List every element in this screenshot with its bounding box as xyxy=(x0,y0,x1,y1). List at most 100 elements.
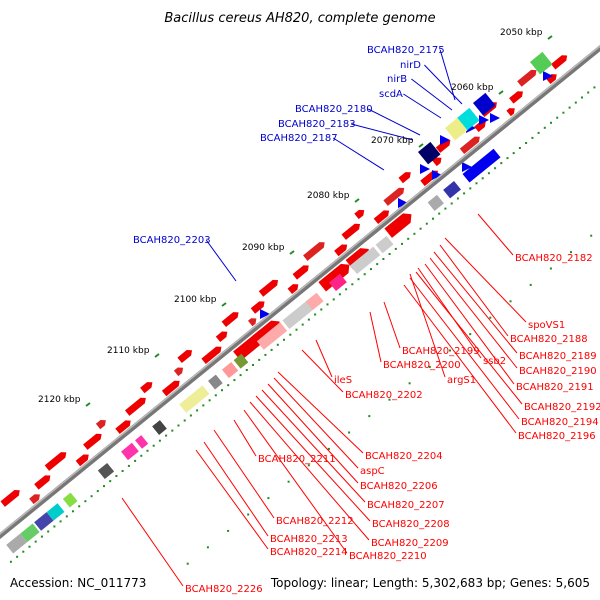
gene-arrow-shape xyxy=(83,433,102,450)
gene-arrow xyxy=(29,494,40,505)
leader-line xyxy=(121,497,184,587)
track-dot xyxy=(121,470,124,472)
track-dot xyxy=(276,343,279,346)
gene-arrow-shape xyxy=(34,475,51,490)
gene-arrow-shape xyxy=(95,419,106,430)
gene-arrow xyxy=(247,318,257,327)
leader-line xyxy=(367,108,421,136)
track-dot xyxy=(348,431,351,434)
gene-block-shape xyxy=(62,492,78,508)
gene-arrow xyxy=(459,136,480,155)
gene-block xyxy=(208,374,223,390)
gene-arrow-shape xyxy=(509,91,523,104)
gene-label: BCAH820_2203 xyxy=(133,235,211,246)
gene-arrow xyxy=(124,397,146,416)
gene-label: BCAH820_2199 xyxy=(402,346,480,357)
track-dot xyxy=(376,263,379,266)
track-dot xyxy=(512,152,515,155)
track-dot xyxy=(587,91,590,94)
gene-arrow xyxy=(334,244,348,257)
track-dot xyxy=(40,535,43,538)
gene-block xyxy=(427,194,444,211)
gene-arrow xyxy=(506,108,515,117)
gene-arrow xyxy=(140,382,153,394)
gene-block-shape xyxy=(233,353,249,369)
gene-block xyxy=(329,273,347,292)
gene-arrow-shape xyxy=(258,279,279,297)
gene-block xyxy=(256,322,288,350)
track-dot xyxy=(307,318,310,321)
track-dot xyxy=(134,459,137,462)
gene-arrow xyxy=(44,452,67,471)
gene-block-shape xyxy=(121,442,139,461)
reverse-gene-arrow xyxy=(398,198,408,208)
gene-label: BCAH820_2189 xyxy=(519,351,597,362)
track-dot xyxy=(543,126,546,129)
reverse-gene-arrow xyxy=(260,309,270,319)
track-dot xyxy=(590,234,593,237)
gene-block xyxy=(46,503,65,521)
leader-line xyxy=(273,377,359,469)
bp-tick-labels: 2050 kbp 2060 kbp 2070 kbp 2080 kbp 2090 kbp… xyxy=(38,28,553,407)
gene-arrow-shape xyxy=(75,454,89,467)
gene-block-shape xyxy=(179,385,210,413)
track-dot xyxy=(444,207,447,210)
track-dot xyxy=(208,399,211,402)
gene-arrow xyxy=(341,223,360,240)
leader-line xyxy=(277,371,364,454)
bp-tick-label: 2080 kbp xyxy=(307,191,350,201)
track-dot xyxy=(450,202,453,205)
leader-line xyxy=(243,409,348,554)
reverse-gene-block xyxy=(445,117,468,141)
leader-line xyxy=(409,273,446,378)
gene-label: ileS xyxy=(334,375,352,386)
track-dot xyxy=(140,454,143,457)
track-dot xyxy=(401,242,403,245)
gene-block xyxy=(233,353,249,369)
leader-line xyxy=(433,251,518,354)
gene-arrow-shape xyxy=(252,320,280,346)
bp-dot-tracks xyxy=(9,86,596,565)
track-dot xyxy=(481,177,484,180)
track-dot xyxy=(165,434,168,437)
genome-summary-text: Topology: linear; Length: 5,302,683 bp; … xyxy=(270,576,590,590)
track-dot xyxy=(53,525,56,528)
track-dot xyxy=(96,490,99,493)
gene-arrow xyxy=(215,331,228,343)
gene-block xyxy=(179,385,210,413)
gene-label: BCAH820_2207 xyxy=(367,500,445,511)
gene-label: BCAH820_2183 xyxy=(278,119,356,130)
gene-label: BCAH820_2194 xyxy=(521,417,599,428)
gene-block-shape xyxy=(350,246,381,275)
track-dot xyxy=(494,167,497,170)
gene-label: BCAH820_2210 xyxy=(349,551,427,562)
bp-tick-mark xyxy=(498,90,504,95)
gene-label: BCAH820_2208 xyxy=(372,519,450,530)
track-dot xyxy=(449,349,451,352)
track-dot xyxy=(47,530,50,533)
gene-label: aspC xyxy=(360,466,385,477)
gene-arrow-shape xyxy=(341,223,360,240)
gene-block-shape xyxy=(97,462,115,480)
track-dot xyxy=(78,505,81,508)
track-dot xyxy=(146,449,149,452)
gene-arrow xyxy=(115,420,131,435)
label-leader-lines xyxy=(121,49,527,587)
track-dot xyxy=(593,86,596,89)
bp-tick-mark xyxy=(221,302,227,307)
gene-arrow-shape xyxy=(398,172,411,184)
reverse-gene-block xyxy=(418,141,441,165)
track-dot xyxy=(518,147,521,149)
gene-arrow xyxy=(173,367,184,377)
gene-label: nirD xyxy=(400,60,421,71)
track-dot xyxy=(537,131,540,134)
track-dot xyxy=(247,513,250,516)
bp-tick-mark xyxy=(418,143,424,148)
gene-arrow-shape xyxy=(177,350,193,364)
gene-arrow xyxy=(517,69,537,87)
gene-label: BCAH820_2192 xyxy=(524,402,600,413)
gene-block xyxy=(221,362,239,379)
gene-arrow-shape xyxy=(221,312,239,328)
track-dot xyxy=(227,529,230,532)
